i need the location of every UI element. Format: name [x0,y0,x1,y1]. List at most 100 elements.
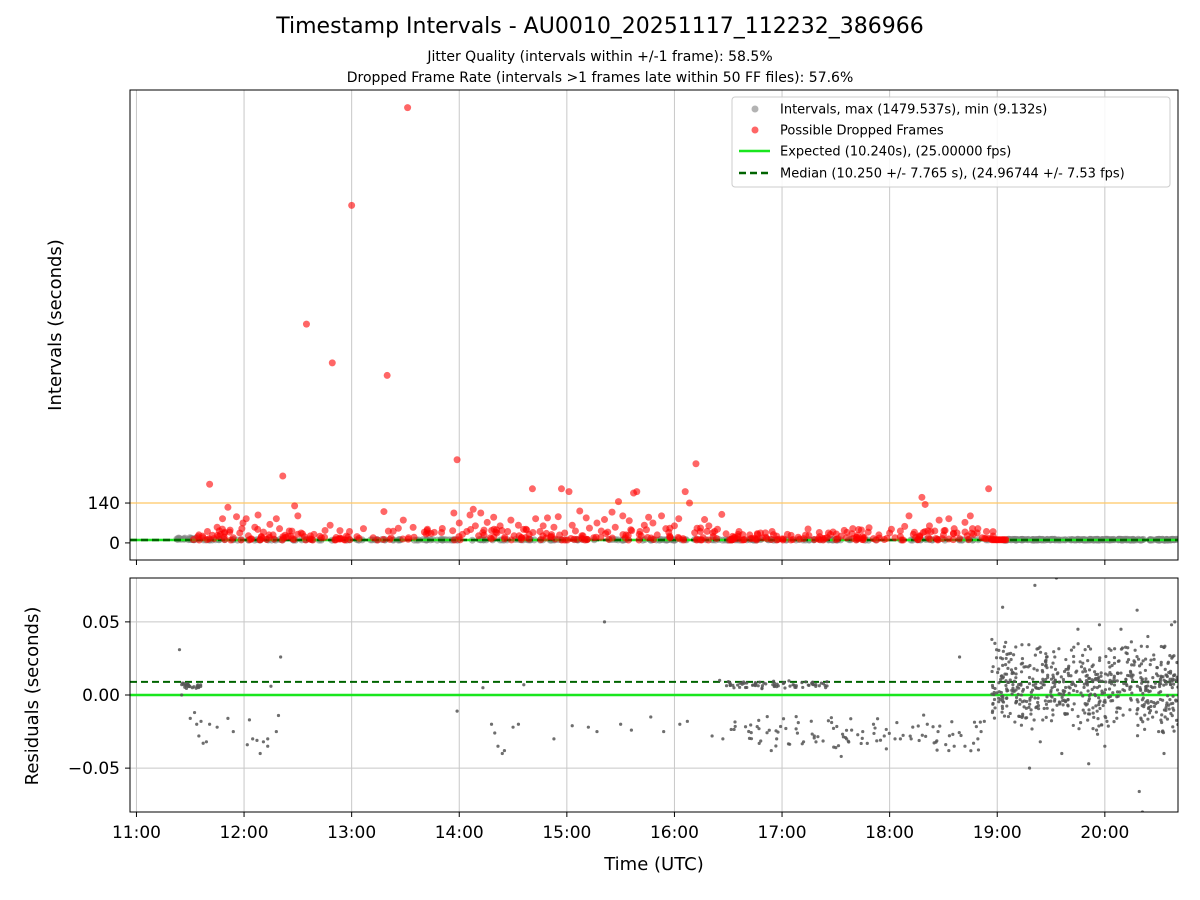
residual-point [767,728,771,732]
residual-point [1071,654,1076,659]
dropped-frame-point [518,534,526,542]
residual-point [978,720,982,724]
dropped-frame-point [956,535,964,543]
residual-point [1159,718,1163,722]
residual-point [1169,623,1174,627]
residual-point [1132,659,1136,663]
residual-point [1056,671,1060,675]
dropped-frame-point [921,500,929,508]
legend-box [731,96,1171,188]
residual-point [226,716,230,721]
dropped-frame-point [608,508,616,516]
dropped-frame-point [450,536,458,544]
dropped-frame-point [272,515,280,523]
residual-point [1095,709,1099,713]
dropped-frame-point [242,515,250,523]
residual-point [721,737,725,741]
dropped-frame-point [328,359,336,367]
dropped-frame-point [826,530,834,538]
residual-point [1105,719,1109,723]
residual-point [920,733,924,737]
residual-point [1066,671,1070,675]
residual-point [850,728,854,732]
dropped-frame-point [251,523,259,531]
residual-point [1004,683,1008,688]
dropped-frame-point [730,534,738,542]
residual-point [1108,665,1112,669]
legend-marker-intervals [751,105,759,113]
residual-point [733,724,737,729]
residual-point [516,722,521,726]
residual-point [1010,692,1014,696]
residual-point [1022,705,1026,709]
residual-point [1099,723,1104,727]
residual-point [1130,663,1134,667]
residual-point [1146,634,1150,639]
residual-point [974,725,978,729]
residual-point [1020,700,1024,704]
x-tick-label: 16:00 [650,823,699,843]
residual-point [938,724,942,728]
residual-point [887,731,891,735]
residual-point [1157,684,1162,689]
dropped-frame-point [213,523,221,531]
residual-point [1132,663,1136,667]
dropped-frame-point [762,533,770,541]
dropped-frame-point [348,201,356,209]
residual-point [190,686,195,690]
dropped-frame-point [789,535,797,543]
residual-point [678,722,682,726]
residual-point [1024,665,1028,669]
residual-point [1152,704,1157,708]
dropped-frame-point [469,505,477,513]
dropped-frame-point [199,534,207,542]
residual-point [1096,672,1100,676]
dropped-frame-point [291,502,299,510]
residual-point [208,722,212,726]
residual-point [1043,699,1047,703]
dropped-frame-point [568,521,576,529]
dropped-frame-point [681,488,689,496]
residual-point [1167,703,1171,707]
dropped-frame-point [490,513,498,521]
residual-point [261,740,266,744]
x-tick-label: 11:00 [112,823,161,843]
dropped-frame-point [496,522,504,530]
residual-point [1170,677,1175,681]
residual-point [1135,608,1139,612]
dropped-frame-point [757,529,765,537]
residual-point [197,734,201,738]
residual-point [1137,789,1141,794]
residual-point [251,737,255,741]
residual-point [931,725,935,729]
residual-point [1044,664,1048,668]
residual-point [873,726,877,730]
residual-point [769,748,773,753]
dropped-frame-point [525,530,533,538]
dropped-frame-point [302,320,310,328]
residual-point [1100,689,1104,693]
residual-point [502,748,507,753]
dropped-frame-point [422,530,430,538]
residual-point [1076,627,1080,631]
dropped-frame-point [855,526,863,534]
dropped-frame-point [300,533,308,541]
residual-point [1049,688,1053,693]
residual-point [1126,658,1131,662]
dropped-frame-point [279,472,287,480]
dropped-frame-point [561,536,569,544]
dropped-frame-point [740,535,748,543]
dropped-frame-point [837,532,845,540]
top-y-tick-label: 0 [109,534,120,554]
residual-point [935,739,939,743]
residual-point [1090,678,1094,682]
dropped-frame-point [493,529,501,537]
residual-point [1051,675,1056,680]
residual-point [1104,654,1108,659]
residual-point [1151,715,1155,719]
residual-point [1050,686,1054,690]
dropped-frame-point [666,533,674,541]
residual-point [1024,706,1028,710]
dropped-frame-point [686,499,694,507]
dropped-frame-point [679,535,687,543]
